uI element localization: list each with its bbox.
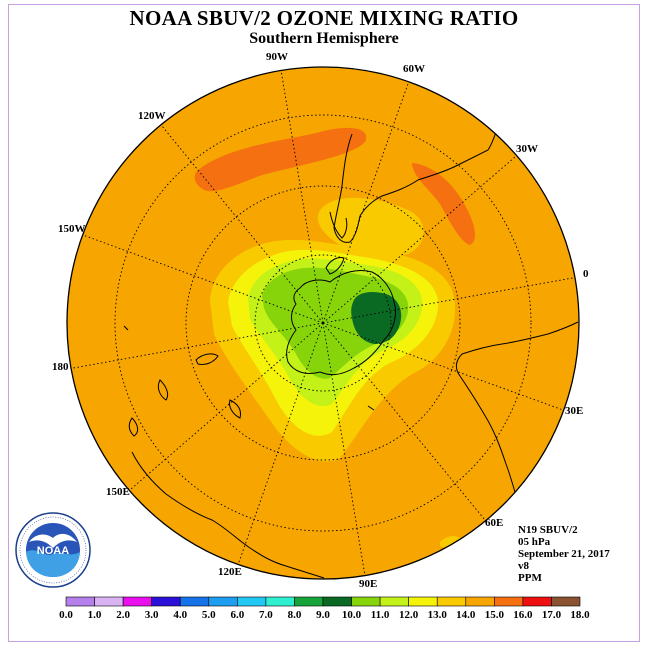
legend-swatch — [237, 596, 267, 607]
legend-tick-label: 4.0 — [173, 609, 187, 621]
legend-tick-label: 8.0 — [288, 609, 302, 621]
legend-swatch — [208, 596, 238, 607]
lon-label-30e: 30E — [565, 405, 584, 417]
ozone-contours — [194, 127, 476, 549]
legend-tick-label: 18.0 — [570, 609, 590, 621]
lon-label-150e: 150E — [106, 486, 130, 498]
legend-tick-label: 9.0 — [316, 609, 330, 621]
legend-tick-label: 14.0 — [456, 609, 476, 621]
map-subtitle: Southern Hemisphere — [249, 30, 399, 47]
legend-tick-label: 3.0 — [145, 609, 159, 621]
legend-tick-label: 11.0 — [371, 609, 390, 621]
pressure-level-label: 05 hPa — [518, 536, 551, 548]
figure-frame — [8, 4, 640, 642]
legend-tick-label: 5.0 — [202, 609, 216, 621]
lon-label-150w: 150W — [58, 223, 86, 235]
legend-swatch — [522, 596, 552, 607]
lon-label-0: 0 — [583, 268, 589, 280]
map-title: NOAA SBUV/2 OZONE MIXING RATIO — [129, 6, 519, 30]
info-block: N19 SBUV/2 05 hPa September 21, 2017 v8 … — [518, 524, 610, 584]
noaa-logo-text: NOAA — [37, 545, 69, 557]
legend-swatch — [494, 596, 524, 607]
legend-swatch — [65, 596, 95, 607]
legend-tick-label: 12.0 — [399, 609, 419, 621]
legend-swatch — [151, 596, 181, 607]
legend-swatch — [122, 596, 152, 607]
legend-tick-label: 1.0 — [88, 609, 102, 621]
version-label: v8 — [518, 560, 529, 572]
lon-label-90e: 90E — [359, 578, 378, 590]
legend-swatch — [436, 596, 467, 607]
legend-swatch — [408, 596, 438, 607]
instrument-label: N19 SBUV/2 — [518, 524, 578, 536]
legend-swatch — [294, 596, 324, 607]
graticule — [67, 69, 579, 577]
lon-label-120e: 120E — [218, 566, 242, 578]
lon-label-30w: 30W — [516, 143, 538, 155]
legend-tick-label: 13.0 — [428, 609, 448, 621]
lon-label-90w: 90W — [266, 51, 288, 63]
legend-swatch — [94, 596, 124, 607]
units-label: PPM — [518, 572, 542, 584]
map-boundary — [66, 66, 580, 580]
legend-swatch — [379, 596, 409, 607]
legend-swatch — [351, 596, 381, 607]
lon-label-60e: 60E — [485, 517, 504, 529]
legend-tick-label: 17.0 — [542, 609, 562, 621]
legend-tick-label: 15.0 — [485, 609, 505, 621]
legend-tick-label: 6.0 — [230, 609, 244, 621]
noaa-logo: NOAA — [15, 512, 91, 588]
legend-tick-label: 7.0 — [259, 609, 273, 621]
lon-label-60w: 60W — [403, 63, 425, 75]
legend-swatch — [322, 596, 352, 607]
lon-label-120w: 120W — [138, 110, 166, 122]
legend-tick-label: 2.0 — [116, 609, 130, 621]
date-label: September 21, 2017 — [518, 548, 610, 560]
coastlines — [123, 131, 579, 579]
legend-tick-label: 0.0 — [59, 609, 73, 621]
legend-swatch — [551, 596, 581, 607]
legend-swatch — [179, 596, 210, 607]
lon-label-180: 180 — [52, 361, 69, 373]
legend-swatch — [465, 596, 495, 607]
legend-swatch — [265, 596, 295, 607]
legend-tick-label: 10.0 — [342, 609, 362, 621]
legend-tick-label: 16.0 — [513, 609, 533, 621]
